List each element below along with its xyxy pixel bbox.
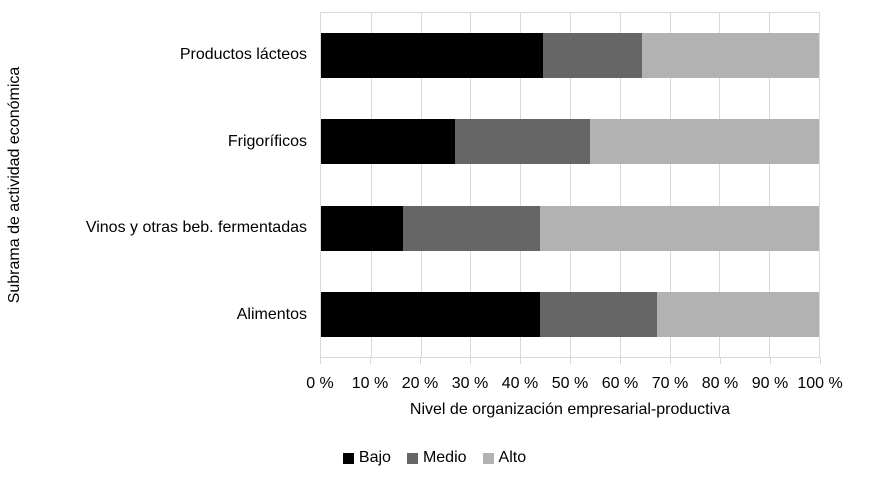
gridline-40% — [520, 13, 522, 357]
x-tick-label: 0 % — [306, 375, 334, 392]
gridline-90% — [769, 13, 771, 357]
x-tick-label: 70 % — [651, 375, 689, 392]
legend-swatch-bajo — [342, 452, 354, 464]
x-tick-label: 20 % — [401, 375, 439, 392]
x-tick-mark — [470, 358, 471, 364]
category-label: Vinos y otras beb. fermentadas — [85, 219, 307, 237]
gridline-20% — [420, 13, 422, 357]
x-tick-label: 80 % — [701, 375, 739, 392]
legend-label: Bajo — [358, 449, 391, 466]
category-label: Frigoríficos — [227, 132, 307, 150]
bar-segment-medio — [403, 205, 541, 251]
x-tick-mark — [670, 358, 671, 364]
gridline-30% — [470, 13, 472, 357]
bar-segment-alto — [642, 32, 819, 78]
bar-row — [321, 292, 819, 338]
x-tick-mark — [520, 358, 521, 364]
bar-segment-medio — [455, 119, 590, 165]
gridline-50% — [570, 13, 571, 357]
plot-area — [320, 12, 820, 358]
gridline-70% — [669, 13, 671, 357]
x-tick-label: 50 % — [551, 375, 589, 392]
bar-segment-alto — [589, 119, 819, 165]
bar-segment-alto — [657, 292, 819, 338]
gridline-60% — [619, 13, 621, 357]
bar-segment-alto — [540, 205, 819, 251]
bar-row — [321, 205, 819, 251]
x-tick-mark — [720, 358, 721, 364]
legend-swatch-medio — [406, 452, 418, 464]
x-tick-mark — [770, 358, 771, 364]
legend-item-alto: Alto — [482, 449, 527, 467]
bar-segment-medio — [540, 292, 658, 338]
x-tick-label: 100 % — [797, 375, 843, 392]
legend-label: Medio — [422, 449, 467, 466]
category-label: Alimentos — [236, 305, 307, 323]
x-tick-label: 10 % — [351, 375, 389, 392]
x-tick-label: 40 % — [501, 375, 539, 392]
bar-segment-bajo — [321, 205, 404, 251]
legend: Bajo Medio Alto — [0, 448, 869, 468]
bar-segment-bajo — [321, 292, 541, 338]
x-tick-mark — [420, 358, 421, 364]
gridline-80% — [719, 13, 721, 357]
category-label: Productos lácteos — [179, 46, 307, 64]
bar-segment-bajo — [321, 119, 456, 165]
x-tick-label: 30 % — [451, 375, 489, 392]
legend-swatch-alto — [482, 452, 494, 464]
x-tick-mark — [820, 358, 821, 364]
category-axis-labels: Productos lácteos Frigoríficos Vinos y otr… — [0, 12, 307, 358]
x-axis-title: Nivel de organización empresarial-produc… — [409, 401, 731, 418]
x-tick-label: 60 % — [601, 375, 639, 392]
bar-segment-bajo — [321, 32, 543, 78]
x-tick-mark — [370, 358, 371, 364]
gridline-10% — [370, 13, 372, 357]
x-tick-mark — [570, 358, 571, 364]
x-tick-mark — [620, 358, 621, 364]
legend-label: Alto — [498, 449, 527, 466]
bar-row — [321, 32, 819, 78]
bar-segment-medio — [542, 32, 643, 78]
legend-item-medio: Medio — [406, 449, 467, 467]
x-tick-label: 90 % — [751, 375, 789, 392]
legend-item-bajo: Bajo — [342, 449, 391, 467]
bar-row — [321, 119, 819, 165]
x-tick-mark — [320, 358, 321, 364]
